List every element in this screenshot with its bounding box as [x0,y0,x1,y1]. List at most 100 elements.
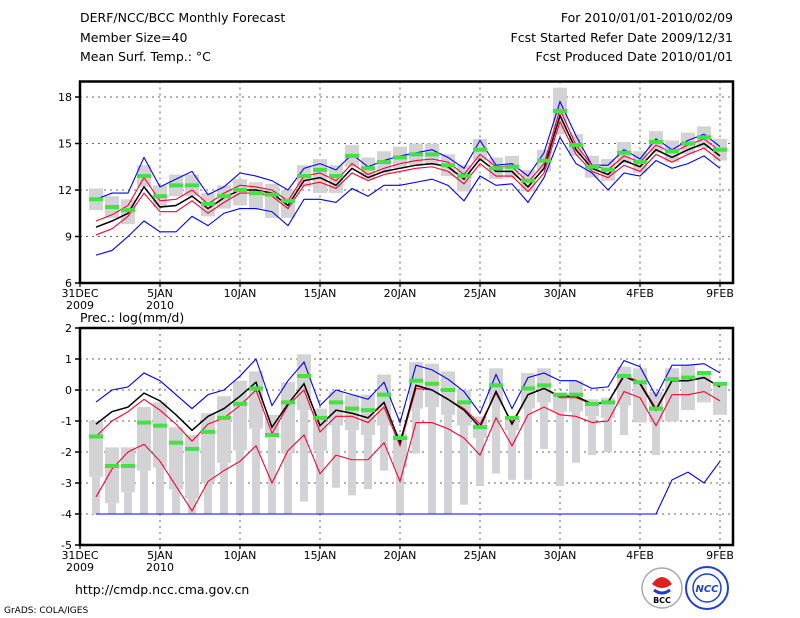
temp-max-line [95,100,721,200]
prec-xtick-label: 30JAN [544,549,577,562]
prec-obs-marker [297,374,311,379]
temp-frame [78,80,735,285]
prec-obs-marker [617,374,631,379]
temp-obs-marker [521,178,535,183]
prec-whisker [364,434,372,490]
produced-date: Fcst Produced Date 2010/01/01 [535,49,733,64]
prec-frame [78,326,735,547]
temp-obs-marker [361,166,375,171]
temp-obs-marker [233,188,247,192]
precip-title: Prec.: log(mm/d) [80,310,184,325]
temp-obs-marker [121,208,135,213]
prec-obs-marker [185,446,199,451]
temp-obs-marker [89,197,103,202]
prec-range-bar [441,371,455,415]
prec-obs-marker [361,408,375,413]
prec-obs-marker [121,463,135,468]
temp-mean-line [95,113,721,228]
temp-xtick-label: 4FEB [626,287,654,300]
prec-xtick-label: 25JAN [464,549,497,562]
prec-range-bar [713,385,727,415]
prec-whisker [508,430,516,480]
prec-ytick-label: 0 [65,384,72,397]
prec-obs-marker [649,406,663,411]
started-date: Fcst Started Refer Date 2009/12/31 [511,30,734,45]
prec-whisker [428,407,436,514]
prec-obs-marker [473,425,487,430]
prec-whisker [460,425,468,505]
temp-obs-marker [105,205,119,210]
prec-xtick-label: 4FEB [626,549,654,562]
prec-xtick-year: 2009 [66,561,94,574]
prec-range-bar [137,407,151,471]
prec-whisker [204,483,212,514]
temp-range-bar [313,159,327,194]
prec-whisker [540,402,548,449]
forecast-period: For 2010/01/01-2010/02/09 [561,10,733,25]
prec-range-bar [121,447,135,493]
prec-whisker [284,453,292,514]
prec-obs-marker [217,415,231,420]
prec-whisker [492,405,500,474]
prec-whisker [140,470,148,514]
temp-obs-marker [473,147,487,152]
prec-lower-line [95,390,721,512]
prec-whisker [380,425,388,471]
prec-range-bar [361,394,375,435]
temp-obs-marker [601,167,615,172]
prec-whisker [172,489,180,514]
prec-xtick-label: 10JAN [224,549,257,562]
temp-obs-marker [409,152,423,157]
temp-xtick-label: 15JAN [304,287,337,300]
prec-obs-marker [665,377,679,382]
prec-range-bar [89,421,103,477]
prec-whisker [652,421,660,456]
prec-whisker [620,405,628,435]
prec-whisker [188,498,196,514]
prec-obs-marker [169,440,183,445]
temp-xtick-year: 2010 [146,299,174,312]
temp-obs-marker [681,141,695,146]
prec-obs-marker [281,400,295,405]
prec-whisker [236,450,244,514]
grads-credit: GrADS: COLA/IGES [4,606,88,616]
prec-ytick-label: -5 [61,539,72,552]
temp-obs-marker [665,149,679,154]
temp-obs-marker [217,194,231,199]
temp-obs-marker [393,155,407,160]
prec-whisker [124,492,132,514]
prec-obs-marker [697,370,711,375]
temp-obs-marker [713,147,727,152]
temp-xtick-label: 31DEC [61,287,98,300]
temp-ytick-label: 9 [65,231,72,244]
temp-ytick-label: 15 [58,138,72,151]
temp-obs-marker [569,143,583,148]
prec-obs-marker [521,386,535,391]
temp-xtick-label: 5JAN [147,287,173,300]
temp-xtick-label: 20JAN [384,287,417,300]
prec-whisker [252,428,260,514]
prec-ytick-label: -4 [61,508,72,521]
temp-obs-marker [169,183,183,188]
temp-range-bar [249,182,263,209]
prec-xtick-label: 31DEC [61,549,98,562]
prec-range-bar [297,354,311,411]
prec-obs-marker [457,400,471,405]
prec-range-bar [457,390,471,426]
prec-obs-marker [377,392,391,397]
temp-obs-marker [633,160,647,165]
prec-ytick-label: -1 [61,415,72,428]
temp-obs-marker [249,191,263,196]
prec-xtick-label: 20JAN [384,549,417,562]
temp-ytick-label: 12 [58,184,72,197]
prec-range-bar [329,391,343,426]
prec-ytick-label: 2 [65,322,72,335]
svg-text:BCC: BCC [653,596,671,605]
prec-whisker [108,503,116,514]
temp-obs-marker [153,194,167,199]
temp-obs-marker [697,135,711,140]
prec-obs-marker [633,380,647,385]
